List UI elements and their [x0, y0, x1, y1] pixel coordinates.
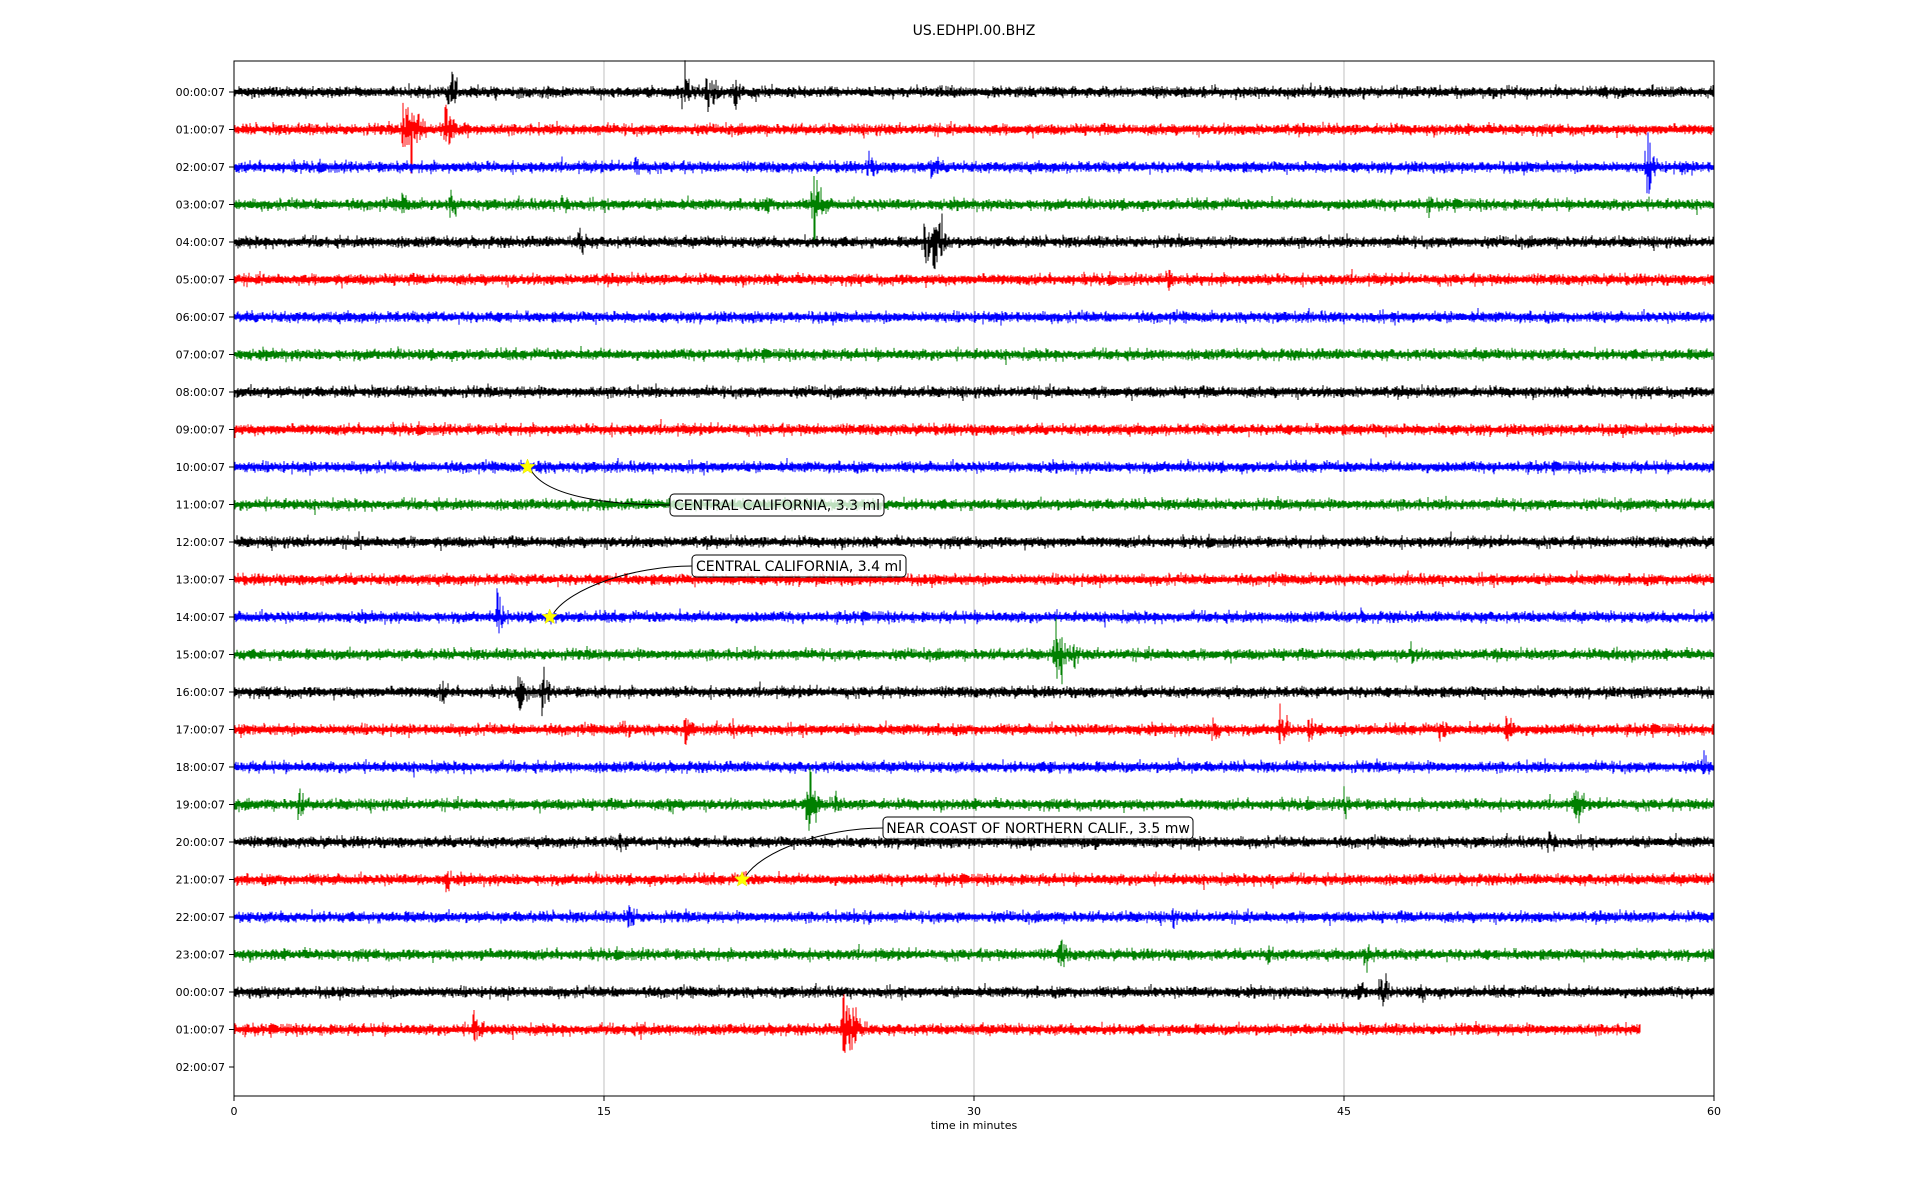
- y-tick-labels: 00:00:07 01:00:07 02:00:07 03:00:07 04:00:07…: [176, 86, 234, 1074]
- y-tick-label: 02:00:07: [176, 161, 225, 174]
- y-tick-label: 21:00:07: [176, 874, 225, 887]
- x-axis-label: time in minutes: [931, 1119, 1018, 1132]
- annotation-arrow: [531, 470, 671, 506]
- event-annotations: CENTRAL CALIFORNIA, 3.3 ml CENTRAL CALIFO…: [519, 458, 1194, 887]
- y-tick-label: 04:00:07: [176, 236, 225, 249]
- y-tick-label: 10:00:07: [176, 461, 225, 474]
- y-tick-label: 16:00:07: [176, 686, 225, 699]
- event-annotation: CENTRAL CALIFORNIA, 3.4 ml: [541, 554, 907, 625]
- y-tick-label: 01:00:07: [176, 124, 225, 137]
- y-tick-label: 13:00:07: [176, 574, 225, 587]
- x-tick-label: 45: [1337, 1105, 1351, 1118]
- y-tick-label: 20:00:07: [176, 836, 225, 849]
- y-tick-label: 22:00:07: [176, 911, 225, 924]
- y-tick-label: 03:00:07: [176, 199, 225, 212]
- annotation-box: [691, 554, 907, 578]
- event-star-marker: [733, 870, 751, 887]
- y-tick-label: 00:00:07: [176, 86, 225, 99]
- y-tick-label: 17:00:07: [176, 724, 225, 737]
- plot-frame: [233, 60, 1715, 1097]
- annotation-box: [882, 816, 1194, 840]
- annotation-arrow: [745, 827, 884, 876]
- annotation-label: CENTRAL CALIFORNIA, 3.4 ml: [696, 559, 902, 575]
- y-tick-label: 05:00:07: [176, 274, 225, 287]
- x-tick-label: 60: [1707, 1105, 1721, 1118]
- annotation-label: CENTRAL CALIFORNIA, 3.3 ml: [674, 498, 880, 514]
- event-star-marker: [541, 608, 558, 625]
- x-tick-labels: 0 15 30 45 60: [231, 1096, 1721, 1118]
- y-tick-label: 07:00:07: [176, 349, 225, 362]
- y-tick-label: 11:00:07: [176, 499, 225, 512]
- y-tick-label: 01:00:07: [176, 1024, 225, 1037]
- y-tick-label: 15:00:07: [176, 649, 225, 662]
- y-tick-label: 14:00:07: [176, 611, 225, 624]
- y-tick-label: 19:00:07: [176, 799, 225, 812]
- trace-25: [233, 994, 1641, 1053]
- event-annotation: NEAR COAST OF NORTHERN CALIF., 3.5 mw: [733, 816, 1194, 887]
- event-annotation: CENTRAL CALIFORNIA, 3.3 ml: [519, 458, 885, 517]
- x-tick-label: 15: [597, 1105, 611, 1118]
- x-tick-label: 0: [231, 1105, 238, 1118]
- y-tick-label: 09:00:07: [176, 424, 225, 437]
- annotation-label: NEAR COAST OF NORTHERN CALIF., 3.5 mw: [886, 821, 1190, 837]
- y-tick-label: 06:00:07: [176, 311, 225, 324]
- chart-title: US.EDHPI.00.BHZ: [913, 23, 1036, 39]
- y-tick-label: 08:00:07: [176, 386, 225, 399]
- y-tick-label: 18:00:07: [176, 761, 225, 774]
- y-tick-label: 00:00:07: [176, 986, 225, 999]
- y-tick-label: 02:00:07: [176, 1061, 225, 1074]
- y-tick-label: 23:00:07: [176, 949, 225, 962]
- annotation-box: [669, 493, 885, 517]
- event-star-marker: [519, 458, 536, 475]
- x-tick-label: 30: [967, 1105, 981, 1118]
- y-tick-label: 12:00:07: [176, 536, 225, 549]
- annotation-arrow: [553, 565, 693, 614]
